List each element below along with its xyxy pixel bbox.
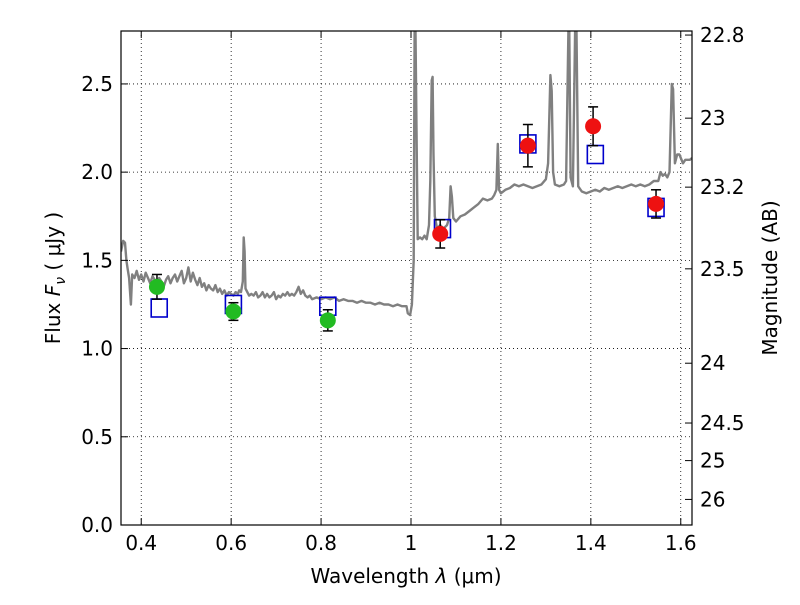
observed-point bbox=[585, 118, 602, 135]
x-tick-label: 1.2 bbox=[485, 531, 517, 555]
observed-point bbox=[432, 225, 449, 242]
model-point-box bbox=[150, 298, 169, 318]
y-tick-label: 0.0 bbox=[81, 513, 113, 537]
y-tick-label: 1.0 bbox=[81, 337, 113, 361]
y2-tick-label: 22.8 bbox=[700, 23, 745, 47]
spectrum-layer bbox=[121, 31, 692, 317]
x-tick-label: 0.8 bbox=[305, 531, 337, 555]
y2-tick-label: 26 bbox=[700, 487, 725, 511]
spectrum-line bbox=[121, 31, 692, 317]
observed-point bbox=[225, 303, 242, 320]
observed-point bbox=[648, 195, 665, 212]
y2-tick-label: 24 bbox=[700, 351, 725, 375]
y-tick-label: 0.5 bbox=[81, 425, 113, 449]
y2-tick-label: 23 bbox=[700, 106, 725, 130]
x-axis-title: Wavelength λ (μm) bbox=[310, 564, 501, 588]
y-axis-title: Flux Fν ( μJy ) bbox=[41, 212, 69, 344]
model-points-layer bbox=[150, 134, 665, 318]
y2-tick-label: 25 bbox=[700, 449, 725, 473]
x-tick-label: 1.4 bbox=[575, 531, 607, 555]
y2-tick-label: 23.5 bbox=[700, 257, 745, 281]
y2-tick-label: 24.5 bbox=[700, 411, 745, 435]
observed-points-layer bbox=[148, 106, 665, 332]
y2-axis-title: Magnitude (AB) bbox=[758, 200, 782, 355]
observed-point bbox=[148, 278, 165, 295]
x-tick-label: 1 bbox=[405, 531, 418, 555]
observed-point bbox=[519, 137, 536, 154]
plot-frame bbox=[120, 30, 693, 526]
y-tick-label: 2.0 bbox=[81, 160, 113, 184]
ticks-layer: 0.4 0.6 0.8 1 1.2 1.4 1.6 0.0 0.5 1.0 1.5 2.0 2.5 22.… bbox=[81, 23, 744, 555]
grid bbox=[121, 31, 692, 526]
x-tick-label: 0.4 bbox=[125, 531, 157, 555]
observed-point bbox=[319, 312, 336, 329]
y2-tick-label: 23.2 bbox=[700, 175, 745, 199]
y-tick-label: 1.5 bbox=[81, 248, 113, 272]
x-tick-label: 1.6 bbox=[665, 531, 697, 555]
model-point-box bbox=[586, 144, 605, 165]
x-tick-label: 0.6 bbox=[215, 531, 247, 555]
y-tick-label: 2.5 bbox=[81, 72, 113, 96]
